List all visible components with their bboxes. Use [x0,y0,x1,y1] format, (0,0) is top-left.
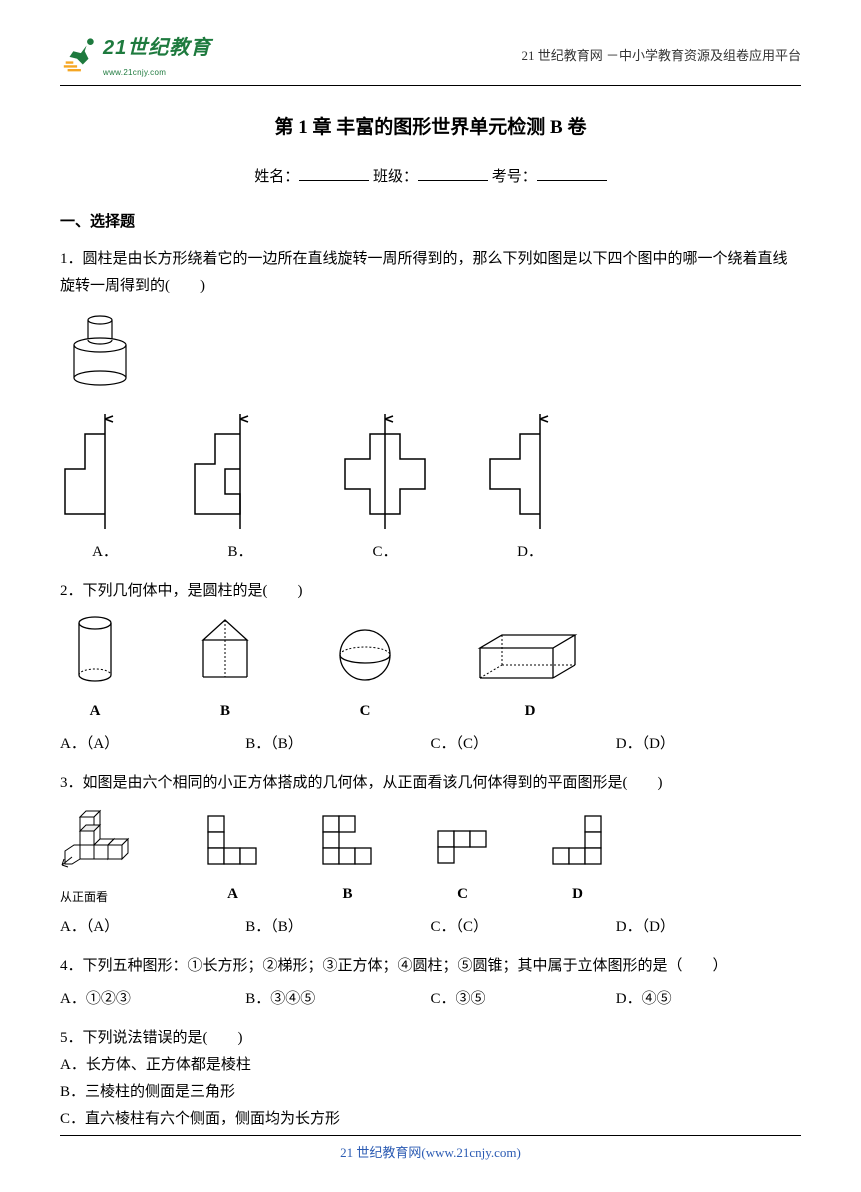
question-3: 3．如图是由六个相同的小正方体搭成的几何体，从正面看该几何体得到的平面图形是( … [60,770,801,942]
q4-opt-c: C．③⑤ [431,986,616,1013]
q5-opt-b: B．三棱柱的侧面是三角形 [60,1079,801,1106]
q3-text: 3．如图是由六个相同的小正方体搭成的几何体，从正面看该几何体得到的平面图形是( … [60,770,801,797]
q3-opt-c: C．（C） [431,914,616,941]
q3-lbl-a: A [205,881,260,908]
question-1: 1．圆柱是由长方形绕着它的一边所在直线旋转一周所得到的，那么下列如图是以下四个图… [60,246,801,566]
page-footer: 21 世纪教育网(www.21cnjy.com) [60,1135,801,1164]
q3-fig-b: B [320,813,375,908]
q2-lbl-b: B [195,698,255,725]
q1-solid-figure [70,310,801,400]
name-label: 姓名： [254,169,299,185]
question-5: 5．下列说法错误的是( ) A．长方体、正方体都是棱柱 B．三棱柱的侧面是三角形… [60,1025,801,1133]
q2-figures: A B C [75,615,801,725]
q4-options: A．①②③ B．③④⑤ C．③⑤ D．④⑤ [60,986,801,1013]
q1-text: 1．圆柱是由长方形绕着它的一边所在直线旋转一周所得到的，那么下列如图是以下四个图… [60,246,801,300]
footer-text: 21 世纪教育网(www.21cnjy.com) [340,1145,521,1160]
q2-options: A．（A） B．（B） C．（C） D．（D） [60,731,801,758]
q3-lbl-b: B [320,881,375,908]
header-right-text: 21 世纪教育网 －中小学教育资源及组卷应用平台 [521,44,801,67]
student-info-row: 姓名： 班级： 考号： [60,164,801,191]
q1-fig-a: A． [60,414,150,566]
q3-opt-a: A．（A） [60,914,245,941]
q5-opt-c: C．直六棱柱有六个侧面，侧面均为长方形 [60,1106,801,1133]
question-2: 2．下列几何体中，是圆柱的是( ) A B [60,578,801,758]
q4-text: 4．下列五种图形：①长方形；②梯形；③正方体；④圆柱；⑤圆锥；其中属于立体图形的… [60,953,801,980]
q3-solid: 从正面看 [60,807,145,909]
q1-fig-d: D． [480,414,580,566]
q5-text: 5．下列说法错误的是( ) [60,1025,801,1052]
q2-opt-a: A．（A） [60,731,245,758]
q4-opt-d: D．④⑤ [616,986,801,1013]
q5-opt-a: A．长方体、正方体都是棱柱 [60,1052,801,1079]
page-title: 第 1 章 丰富的图形世界单元检测 B 卷 [60,111,801,145]
q2-text: 2．下列几何体中，是圆柱的是( ) [60,578,801,605]
class-blank[interactable] [418,165,488,181]
q3-lbl-c: C [435,881,490,908]
class-label: 班级： [373,169,418,185]
q1-opt-c: C． [330,539,440,566]
name-blank[interactable] [299,165,369,181]
page-header: 21世纪教育 www.21cnjy.com 21 世纪教育网 －中小学教育资源及… [60,30,801,86]
q1-opt-b: B． [190,539,290,566]
q2-lbl-a: A [75,698,115,725]
q2-fig-c: C [335,625,395,725]
q2-lbl-d: D [475,698,585,725]
q3-opt-b: B．（B） [245,914,430,941]
q2-opt-d: D．（D） [616,731,801,758]
q3-options: A．（A） B．（B） C．（C） D．（D） [60,914,801,941]
q2-fig-b: B [195,615,255,725]
logo-text-block: 21世纪教育 www.21cnjy.com [103,30,211,80]
q2-opt-c: C．（C） [431,731,616,758]
examno-blank[interactable] [537,165,607,181]
q4-opt-b: B．③④⑤ [245,986,430,1013]
q4-opt-a: A．①②③ [60,986,245,1013]
logo-sub-text: www.21cnjy.com [103,66,211,80]
examno-label: 考号： [492,169,537,185]
q3-figures: 从正面看 A [60,807,801,909]
q3-fig-a: A [205,813,260,908]
q3-caption: 从正面看 [60,887,145,909]
q3-lbl-d: D [550,881,605,908]
logo-main-text: 21世纪教育 [103,30,211,66]
q2-opt-b: B．（B） [245,731,430,758]
q1-opt-a: A． [60,539,150,566]
q1-opt-d: D． [480,539,580,566]
q1-options-figures: A． B． C． D． [60,414,801,566]
q2-fig-d: D [475,630,585,725]
q2-fig-a: A [75,615,115,725]
question-4: 4．下列五种图形：①长方形；②梯形；③正方体；④圆柱；⑤圆锥；其中属于立体图形的… [60,953,801,1013]
q2-lbl-c: C [335,698,395,725]
q1-fig-c: C． [330,414,440,566]
runner-icon [60,36,98,74]
q3-fig-c: C [435,828,490,908]
q3-opt-d: D．（D） [616,914,801,941]
section1-heading: 一、选择题 [60,209,801,236]
q1-fig-b: B． [190,414,290,566]
q3-fig-d: D [550,813,605,908]
logo-area: 21世纪教育 www.21cnjy.com [60,30,211,80]
